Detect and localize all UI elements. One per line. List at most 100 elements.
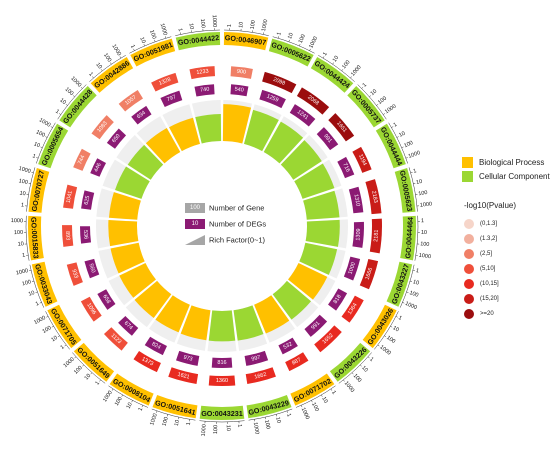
center-legend-label: Rich Factor(0~1) xyxy=(209,236,266,245)
pvalue-legend-label: (10,15] xyxy=(480,281,499,287)
tick-label: 100 xyxy=(310,402,320,413)
tick-mark xyxy=(378,345,380,346)
pvalue-legend-item: (5,10] xyxy=(464,261,550,276)
tick-label: 100 xyxy=(63,86,74,97)
tick-mark xyxy=(58,336,60,337)
tick-mark xyxy=(99,380,100,382)
tick-label: 10 xyxy=(138,36,146,44)
tick-label: 1000 xyxy=(159,23,168,36)
tick-label: 10 xyxy=(287,32,295,40)
tick-mark xyxy=(331,389,332,391)
tick-mark xyxy=(36,157,38,158)
tick-label: 1000 xyxy=(11,218,23,224)
tick-mark xyxy=(377,104,379,105)
tick-mark xyxy=(156,411,157,413)
pvalue-legend-item: (2,5] xyxy=(464,246,550,261)
tick-label: 1 xyxy=(54,109,60,116)
tick-mark xyxy=(301,405,302,407)
tick-mark xyxy=(32,281,34,282)
tick-mark xyxy=(321,395,322,397)
tick-label: 100 xyxy=(385,335,396,345)
pvalue-legend-label: (2,5] xyxy=(480,251,492,257)
tick-mark xyxy=(46,316,48,317)
tick-mark xyxy=(369,95,371,96)
tick-label: 1 xyxy=(22,253,26,259)
tick-label: 1 xyxy=(322,51,329,57)
tick-label: 1 xyxy=(129,44,136,49)
tick-label: 1000 xyxy=(308,36,319,50)
center-legend-label: Number of Gene xyxy=(209,204,264,213)
tick-mark xyxy=(397,137,399,138)
pvalue-legend-item: (15,20] xyxy=(464,291,550,306)
tick-mark xyxy=(59,113,61,114)
tick-label: 1000 xyxy=(350,64,363,77)
pvalue-legend: (0,1.3] (1.3,2] (2,5] (5,10] (10,15] (15,20] >… xyxy=(462,216,550,321)
legend: Biological Process Cellular Component -l… xyxy=(462,155,550,321)
tick-label: 10 xyxy=(274,416,281,424)
tick-label: 10 xyxy=(398,131,406,139)
tick-mark xyxy=(278,36,279,38)
tick-mark xyxy=(45,137,47,138)
tick-mark xyxy=(81,87,82,88)
tick-mark xyxy=(368,357,369,358)
center-legend-swatch xyxy=(185,235,205,245)
tick-axis xyxy=(199,421,244,422)
tick-mark xyxy=(82,365,83,366)
gene-count-label: 740 xyxy=(200,87,210,94)
tick-label: 100 xyxy=(250,20,257,30)
tick-mark xyxy=(75,357,76,358)
tick-label: 1000 xyxy=(343,380,355,393)
tick-mark xyxy=(406,157,408,158)
tick-mark xyxy=(52,326,54,327)
tick-label: 10 xyxy=(19,190,26,197)
pvalue-legend-dot xyxy=(464,249,474,259)
tick-mark xyxy=(402,302,404,303)
tick-label: 10 xyxy=(17,241,24,248)
tick-mark xyxy=(120,56,121,58)
tick-mark xyxy=(91,373,92,374)
tick-label: 1 xyxy=(95,380,102,386)
tick-label: 1000 xyxy=(110,43,121,57)
tick-label: 10 xyxy=(33,141,41,149)
tick-label: 1000 xyxy=(69,76,82,89)
tick-label: 1 xyxy=(60,344,66,351)
tick-mark xyxy=(343,380,344,382)
tick-label: 1000 xyxy=(404,301,418,311)
tick-label: 1 xyxy=(413,168,418,175)
tick-label: 1000 xyxy=(18,166,31,175)
gene-count-label: 540 xyxy=(234,87,244,94)
tick-label: 1000 xyxy=(378,344,391,356)
tick-mark xyxy=(92,76,93,78)
tick-mark xyxy=(40,302,42,303)
tick-mark xyxy=(154,40,155,42)
pvalue-legend-label: >=20 xyxy=(480,311,494,317)
tick-mark xyxy=(407,292,409,293)
pvalue-legend-item: (1.3,2] xyxy=(464,231,550,246)
tick-label: 10 xyxy=(238,22,245,29)
tick-label: 100 xyxy=(341,59,351,70)
gene-count-label: 816 xyxy=(217,360,226,366)
tick-label: 10 xyxy=(391,325,399,333)
tick-mark xyxy=(310,49,311,51)
tick-label: 1000 xyxy=(63,357,76,370)
pvalue-legend-label: (5,10] xyxy=(480,266,495,272)
gene-count-label: 536 xyxy=(82,230,89,240)
tick-label: 1 xyxy=(421,218,424,224)
term-label: GO:0043226 xyxy=(332,345,368,380)
pvalue-legend-label: (15,20] xyxy=(480,296,499,302)
tick-mark xyxy=(40,147,42,148)
rich-factor-bar xyxy=(306,220,340,247)
tick-label: 100 xyxy=(18,178,28,186)
tick-label: 1 xyxy=(393,122,399,129)
tick-mark xyxy=(65,345,67,346)
tick-label: 1 xyxy=(276,32,283,37)
tick-label: 1000 xyxy=(102,390,114,404)
tick-label: 10 xyxy=(174,419,181,426)
tick-label: 10 xyxy=(332,55,340,63)
tick-mark xyxy=(66,104,68,105)
tick-label: 100 xyxy=(114,396,124,407)
tick-label: 100 xyxy=(35,129,46,139)
pvalue-legend-label: (0,1.3] xyxy=(480,221,497,227)
legend-item-biological-process: Biological Process xyxy=(462,155,550,169)
tick-mark xyxy=(362,87,363,88)
